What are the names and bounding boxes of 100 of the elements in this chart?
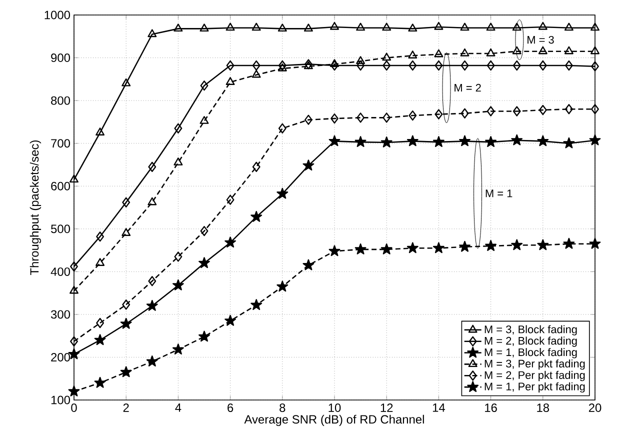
point <box>122 300 130 310</box>
point <box>538 22 548 30</box>
point <box>459 135 470 146</box>
point <box>148 162 156 172</box>
point <box>122 78 131 86</box>
point <box>408 110 417 121</box>
point <box>200 80 208 91</box>
point <box>278 24 287 32</box>
y-tick-label: 700 <box>51 139 70 148</box>
point <box>330 22 339 30</box>
point <box>328 245 340 256</box>
y-tick-label: 300 <box>50 310 70 319</box>
point <box>148 197 157 206</box>
point <box>96 232 104 242</box>
point <box>354 243 366 254</box>
point <box>330 59 339 68</box>
point <box>198 330 210 342</box>
x-tick-label: 4 <box>175 404 182 412</box>
point <box>70 286 78 294</box>
point <box>226 77 235 86</box>
point <box>252 22 261 31</box>
point <box>486 60 495 71</box>
y-tick-label: 600 <box>51 182 70 190</box>
point <box>278 63 287 72</box>
point <box>70 336 78 346</box>
point <box>460 48 470 56</box>
y-tick-label: 400 <box>50 267 70 276</box>
point <box>434 49 444 58</box>
point <box>408 24 418 32</box>
point <box>356 112 365 123</box>
point <box>432 136 444 148</box>
point <box>302 160 314 171</box>
point <box>96 258 105 266</box>
point <box>224 314 236 326</box>
point <box>174 123 182 134</box>
point <box>146 300 158 311</box>
point <box>589 134 601 146</box>
point <box>512 106 521 116</box>
point <box>94 376 106 388</box>
point <box>304 24 313 32</box>
x-tick-label: 14 <box>432 404 445 412</box>
point <box>434 109 443 120</box>
point <box>278 60 286 71</box>
y-tick-label: 200 <box>51 352 70 362</box>
point <box>564 46 574 54</box>
point <box>563 137 575 148</box>
point <box>459 240 470 252</box>
point <box>590 22 600 31</box>
point <box>146 356 158 366</box>
annotation: M = 3 <box>528 36 554 44</box>
point <box>122 197 130 208</box>
point <box>486 106 495 116</box>
point <box>563 238 575 249</box>
point <box>537 135 549 146</box>
point <box>511 134 523 146</box>
point <box>432 242 444 254</box>
point <box>226 60 234 71</box>
point <box>406 135 418 146</box>
point <box>591 104 599 114</box>
x-axis-title: Average SNR (dB) of RD Channel <box>244 414 424 426</box>
annotation: M = 2 <box>454 84 481 92</box>
point <box>226 194 234 205</box>
point <box>174 252 182 262</box>
y-tick-label: 500 <box>51 224 70 234</box>
point <box>512 22 522 31</box>
point <box>276 280 288 292</box>
x-tick-label: 10 <box>328 404 341 412</box>
point <box>511 239 523 250</box>
point <box>120 366 132 378</box>
point <box>96 128 105 136</box>
legend-label: M = 1, Block fading <box>484 348 577 358</box>
point <box>460 22 470 31</box>
point <box>486 48 496 56</box>
point <box>148 29 157 38</box>
point <box>564 60 573 71</box>
point <box>68 348 80 360</box>
point <box>512 46 522 54</box>
x-tick-label: 8 <box>280 404 286 412</box>
x-tick-label: 18 <box>537 404 550 412</box>
y-tick-label: 100 <box>51 396 70 404</box>
point <box>328 135 340 146</box>
point <box>200 226 208 236</box>
point <box>224 236 236 248</box>
point <box>538 46 548 54</box>
point <box>70 261 78 272</box>
point <box>172 344 184 354</box>
point <box>174 158 183 166</box>
point <box>380 243 392 254</box>
point <box>485 136 497 148</box>
point <box>276 188 288 199</box>
point <box>304 61 313 70</box>
point <box>304 59 312 70</box>
point <box>512 60 521 71</box>
point <box>354 136 366 148</box>
point <box>460 108 469 118</box>
point <box>382 112 391 123</box>
point <box>538 60 547 71</box>
point <box>304 114 312 125</box>
x-tick-label: 20 <box>588 404 602 412</box>
point <box>382 52 392 61</box>
